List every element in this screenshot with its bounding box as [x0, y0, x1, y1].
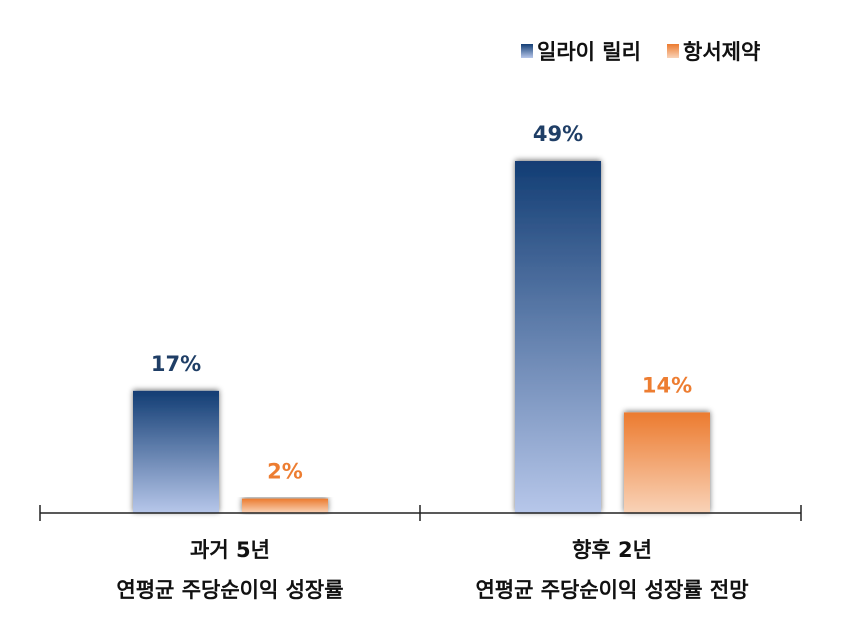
legend-label-hengrui: 항서제약: [683, 40, 760, 64]
bar-hengrui-1: [624, 412, 710, 513]
legend-swatch-eli-lilly: [521, 44, 533, 58]
legend-swatch-hengrui: [667, 44, 679, 58]
legend-label-eli-lilly: 일라이 릴리: [537, 40, 641, 64]
category-label-line2: 연평균 주당순이익 성장률: [116, 578, 343, 602]
category-label-line1: 향후 2년: [572, 538, 652, 562]
x-axis: [39, 505, 802, 521]
bar-hengrui-0: [242, 498, 328, 513]
bars: 17% 2% 49% 14%: [133, 122, 710, 513]
bar-eli-lilly-1: [515, 161, 601, 513]
category-labels: 과거 5년 연평균 주당순이익 성장률 향후 2년 연평균 주당순이익 성장률 …: [116, 538, 748, 602]
data-label-eli-lilly-1: 49%: [533, 122, 583, 146]
category-label-line1: 과거 5년: [190, 538, 270, 562]
data-label-eli-lilly-0: 17%: [151, 352, 201, 376]
data-label-hengrui-1: 14%: [642, 373, 692, 397]
data-label-hengrui-0: 2%: [267, 460, 303, 484]
legend: 일라이 릴리 항서제약: [521, 40, 760, 64]
bar-eli-lilly-0: [133, 390, 219, 513]
category-label-line2: 연평균 주당순이익 성장률 전망: [475, 578, 748, 602]
